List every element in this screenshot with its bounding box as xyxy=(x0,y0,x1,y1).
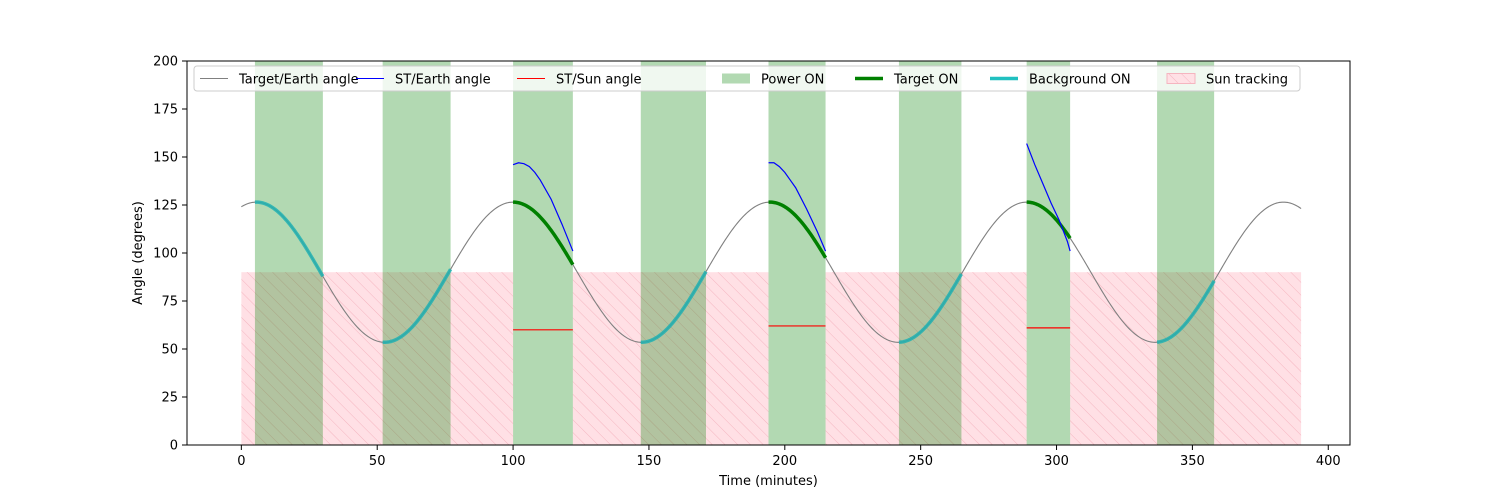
x-tick-label: 0 xyxy=(237,454,245,469)
background-on-segment xyxy=(254,200,325,278)
legend-label: Sun tracking xyxy=(1206,73,1288,88)
legend: Target/Earth angle ST/Earth angle ST/Sun a… xyxy=(193,65,1301,92)
legend-swatch-patch xyxy=(722,73,750,84)
legend-label: Background ON xyxy=(1029,73,1131,88)
legend-label: Power ON xyxy=(761,73,824,88)
background-on-segment xyxy=(1156,280,1216,344)
background-on-segment xyxy=(898,273,963,345)
y-tick-label: 200 xyxy=(153,55,178,70)
x-tick-label: 300 xyxy=(1044,454,1069,469)
x-axis-label: Time (minutes) xyxy=(718,474,818,489)
legend-entry: Background ON xyxy=(990,73,1131,88)
sun-tracking-hatch xyxy=(572,272,769,445)
x-tick-label: 150 xyxy=(637,454,662,469)
legend-swatch-hatch xyxy=(1167,73,1195,84)
legend-label: Target/Earth angle xyxy=(238,73,359,88)
legend-entry: ST/Earth angle xyxy=(356,73,491,88)
target-on-segment xyxy=(768,200,828,259)
y-tick-label: 150 xyxy=(153,151,178,166)
sun-tracking-hatch xyxy=(825,272,1027,445)
power-on-region xyxy=(1157,61,1215,445)
st-earth-angle-line xyxy=(768,162,827,252)
x-tick-label: 100 xyxy=(501,454,526,469)
power-on-region xyxy=(513,61,573,445)
y-tick-label: 50 xyxy=(161,343,178,358)
series-lines xyxy=(241,143,1302,345)
x-tick-label: 400 xyxy=(1316,454,1341,469)
st-earth-angle-line xyxy=(1026,143,1071,252)
legend-entry: Sun tracking xyxy=(1166,73,1288,88)
x-tick-label: 50 xyxy=(369,454,386,469)
legend-box xyxy=(193,65,1301,92)
legend-entry: Power ON xyxy=(722,73,824,88)
y-tick-label: 75 xyxy=(161,295,178,310)
st-earth-angle-line xyxy=(512,162,574,252)
y-axis-label: Angle (degrees) xyxy=(131,201,146,305)
y-tick-label: 25 xyxy=(161,391,178,406)
legend-label: Target ON xyxy=(893,73,958,88)
power-on-region xyxy=(898,61,962,445)
sun-tracking-hatch xyxy=(241,272,514,445)
plot-content xyxy=(241,61,1302,445)
y-tick-label: 175 xyxy=(153,103,178,118)
power-on-region xyxy=(1026,61,1071,445)
power-on-region xyxy=(382,61,451,445)
y-tick-label: 0 xyxy=(170,439,178,454)
background-on-segment xyxy=(382,268,453,345)
legend-entry: Target ON xyxy=(855,73,958,88)
target-on-segment xyxy=(513,200,575,266)
legend-entry: Target/Earth angle xyxy=(200,73,359,88)
legend-entry: ST/Sun angle xyxy=(517,73,642,88)
y-axis: 0 25 50 75 100 125 150 175 200 xyxy=(153,55,187,454)
legend-label: ST/Earth angle xyxy=(395,73,491,88)
power-on-regions xyxy=(254,61,1215,445)
background-on-segment xyxy=(640,270,708,345)
power-on-region xyxy=(254,61,323,445)
x-tick-label: 350 xyxy=(1180,454,1205,469)
y-tick-label: 100 xyxy=(153,247,178,262)
target-on-segment xyxy=(1026,200,1072,240)
power-on-region xyxy=(640,61,707,445)
power-on-region xyxy=(768,61,826,445)
y-tick-label: 125 xyxy=(153,199,178,214)
sun-tracking-regions xyxy=(241,272,1302,445)
x-tick-label: 200 xyxy=(772,454,797,469)
x-tick-label: 250 xyxy=(908,454,933,469)
x-axis: 0 50 100 150 200 250 300 350 400 xyxy=(237,445,1341,469)
legend-label: ST/Sun angle xyxy=(556,73,642,88)
